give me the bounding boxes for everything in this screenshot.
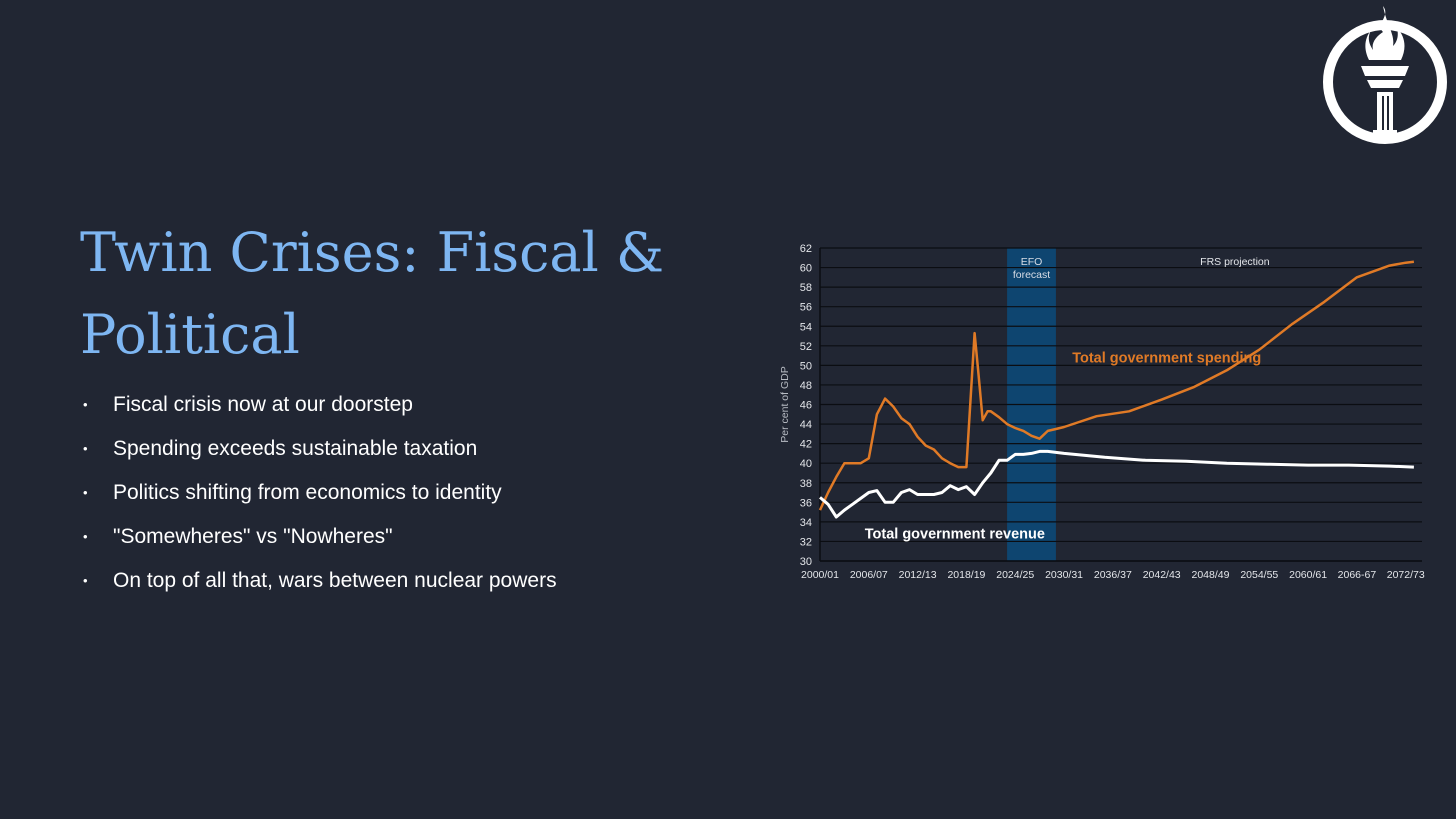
x-tick-label: 2066-67: [1338, 569, 1377, 581]
bullet-text: Fiscal crisis now at our doorstep: [113, 393, 413, 416]
series-label: Total government spending: [1072, 350, 1261, 366]
x-tick-label: 2012/13: [899, 569, 937, 581]
y-tick-label: 58: [800, 282, 812, 294]
bullet-item: • Politics shifting from economics to ide…: [80, 471, 680, 515]
y-tick-label: 52: [800, 341, 812, 353]
slide-title: Twin Crises: Fiscal & Political: [80, 221, 665, 366]
x-tick-label: 2060/61: [1289, 569, 1327, 581]
torch-icon: [1323, 6, 1447, 144]
bullet-text: Politics shifting from economics to iden…: [113, 481, 502, 504]
y-tick-label: 42: [800, 439, 812, 451]
y-tick-label: 60: [800, 263, 812, 275]
y-tick-label: 38: [800, 478, 812, 490]
x-tick-label: 2048/49: [1192, 569, 1230, 581]
bullet-item: • Spending exceeds sustainable taxation: [80, 427, 680, 471]
series-line: [818, 260, 1415, 511]
x-tick-label: 2006/07: [850, 569, 888, 581]
x-tick-label: 2054/55: [1240, 569, 1278, 581]
bullet-dot-icon: •: [83, 529, 88, 544]
bullet-text: "Somewheres" vs "Nowheres": [113, 525, 393, 548]
y-tick-label: 30: [800, 556, 812, 568]
y-tick-label: 54: [800, 321, 812, 333]
x-tick-label: 2000/01: [801, 569, 839, 581]
efo-label: forecast: [1013, 269, 1050, 281]
y-tick-label: 62: [800, 243, 812, 255]
y-tick-label: 32: [800, 536, 812, 548]
x-tick-label: 2036/37: [1094, 569, 1132, 581]
bullet-list: • Fiscal crisis now at our doorstep • Spen…: [80, 383, 680, 603]
y-axis-label: Per cent of GDP: [779, 366, 791, 442]
x-tick-label: 2042/43: [1143, 569, 1181, 581]
fiscal-line-chart: 30 32 34 36 38 40 42 44 46 48 50 52 54 56 58 60 62 2000/0…: [779, 243, 1425, 581]
x-tick-label: 2024/25: [996, 569, 1034, 581]
bullet-dot-icon: •: [83, 441, 88, 456]
series-line: [819, 449, 1414, 519]
bullet-text: Spending exceeds sustainable taxation: [113, 437, 478, 460]
bullet-dot-icon: •: [83, 485, 88, 500]
series-label: Total government revenue: [865, 527, 1045, 543]
x-tick-label: 2018/19: [947, 569, 985, 581]
y-tick-label: 48: [800, 380, 812, 392]
bullet-text: On top of all that, wars between nuclear…: [113, 569, 557, 592]
x-tick-label: 2030/31: [1045, 569, 1083, 581]
bullet-item: • "Somewheres" vs "Nowheres": [80, 515, 680, 559]
x-tick-label: 2072/73: [1387, 569, 1425, 581]
y-tick-label: 44: [800, 419, 812, 431]
y-tick-label: 40: [800, 458, 812, 470]
efo-label: EFO: [1021, 256, 1043, 268]
bullet-dot-icon: •: [83, 573, 88, 588]
bullet-item: • Fiscal crisis now at our doorstep: [80, 383, 680, 427]
y-tick-label: 56: [800, 302, 812, 314]
frs-projection-label: FRS projection: [1200, 256, 1270, 268]
y-tick-label: 34: [800, 517, 812, 529]
y-tick-label: 36: [800, 497, 812, 509]
bullet-item: • On top of all that, wars between nuclea…: [80, 559, 680, 603]
y-tick-label: 46: [800, 400, 812, 412]
y-tick-label: 50: [800, 360, 812, 372]
bullet-dot-icon: •: [83, 397, 88, 412]
